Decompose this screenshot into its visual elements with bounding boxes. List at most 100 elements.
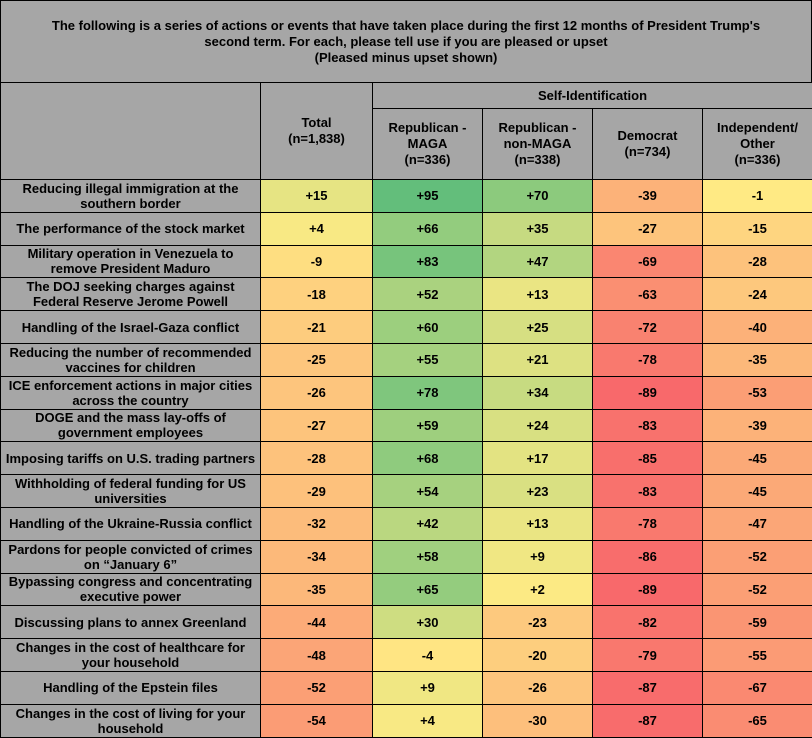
heatmap-cell: -86 [592,539,703,574]
heatmap-cell: -35 [702,342,812,377]
table-row: Pardons for people convicted of crimes o… [0,539,812,574]
heatmap-cell: +78 [372,375,483,410]
heatmap-cell: -28 [702,244,812,279]
heatmap-cell: -67 [702,670,812,705]
heatmap-cell: -21 [260,310,373,344]
heatmap-cell: -54 [260,703,373,738]
heatmap-cell: +70 [482,179,593,213]
heatmap-cell: +52 [372,277,483,312]
heatmap-cell: +24 [482,408,593,443]
heatmap-cell: -29 [260,474,373,508]
heatmap-cell: +21 [482,342,593,377]
table-row: Changes in the cost of healthcare for yo… [0,638,812,672]
column-header-democrat: Democrat (n=734) [592,108,703,180]
heatmap-cell: -25 [260,342,373,377]
heatmap-cell: -39 [702,408,812,443]
heatmap-cell: +2 [482,572,593,607]
heatmap-cell: +60 [372,310,483,344]
table-row: Bypassing congress and concentrating exe… [0,572,812,607]
heatmap-cell: -34 [260,539,373,574]
row-label: Changes in the cost of living for your h… [0,703,261,738]
heatmap-cell: -4 [372,638,483,672]
heatmap-cell: -30 [482,703,593,738]
row-label: Imposing tariffs on U.S. trading partner… [0,441,261,476]
heatmap-cell: -52 [260,670,373,705]
row-label: ICE enforcement actions in major cities … [0,375,261,410]
heatmap-cell: -39 [592,179,703,213]
heatmap-cell: -85 [592,441,703,476]
heatmap-cell: -32 [260,506,373,541]
column-n: (n=734) [624,144,671,159]
table-row: The performance of the stock market +4 +66… [0,211,812,246]
heatmap-cell: +35 [482,211,593,246]
heatmap-cell: +47 [482,244,593,279]
heatmap-cell: -87 [592,703,703,738]
row-label: Reducing illegal immigration at the sout… [0,179,261,213]
heatmap-cell: -89 [592,375,703,410]
heatmap-cell: +59 [372,408,483,443]
row-label: The performance of the stock market [0,211,261,246]
heatmap-cell: -87 [592,670,703,705]
row-label: Handling of the Epstein files [0,670,261,705]
column-n: (n=1,838) [288,131,345,146]
table-row: ICE enforcement actions in major cities … [0,375,812,410]
column-label: Democrat [617,128,678,143]
column-label: Total [301,115,332,130]
column-label: Independent/ Other [717,120,798,151]
heatmap-cell: -47 [702,506,812,541]
heatmap-cell: +9 [482,539,593,574]
heatmap-cell: -26 [260,375,373,410]
heatmap-cell: +30 [372,605,483,640]
corner-cell [0,82,261,180]
title-line-2: second term. For each, please tell use i… [204,33,608,49]
heatmap-cell: -24 [702,277,812,312]
heatmap-cell: -27 [592,211,703,246]
heatmap-cell: -27 [260,408,373,443]
table-title: The following is a series of actions or … [0,0,812,82]
heatmap-cell: +42 [372,506,483,541]
results-table: Total (n=1,838) Self-Identification Repu… [0,82,812,738]
heatmap-cell: +25 [482,310,593,344]
heatmap-cell: -18 [260,277,373,312]
group-header: Self-Identification [372,82,812,109]
table-row: Handling of the Ukraine-Russia conflict -… [0,506,812,541]
title-line-1: The following is a series of actions or … [51,17,761,33]
column-n: (n=336) [734,152,781,167]
table-row: Changes in the cost of living for your h… [0,703,812,738]
row-label: Withholding of federal funding for US un… [0,474,261,508]
column-header-independent: Independent/ Other (n=336) [702,108,812,180]
row-label: Military operation in Venezuela to remov… [0,244,261,279]
heatmap-cell: +4 [372,703,483,738]
heatmap-cell: -78 [592,342,703,377]
row-label: Bypassing congress and concentrating exe… [0,572,261,607]
heatmap-cell: -35 [260,572,373,607]
heatmap-cell: +68 [372,441,483,476]
column-label: Republican - MAGA [388,120,467,151]
title-line-3: (Pleased minus upset shown) [314,49,498,65]
heatmap-cell: -69 [592,244,703,279]
table-row: Withholding of federal funding for US un… [0,474,812,508]
heatmap-cell: -63 [592,277,703,312]
heatmap-cell: -9 [260,244,373,279]
heatmap-cell: -26 [482,670,593,705]
heatmap-cell: -79 [592,638,703,672]
heatmap-cell: +9 [372,670,483,705]
heatmap-cell: -83 [592,408,703,443]
heatmap-cell: -72 [592,310,703,344]
row-label: DOGE and the mass lay-offs of government… [0,408,261,443]
row-label: The DOJ seeking charges against Federal … [0,277,261,312]
heatmap-cell: -53 [702,375,812,410]
heatmap-cell: -59 [702,605,812,640]
table-row: Imposing tariffs on U.S. trading partner… [0,441,812,476]
heatmap-cell: -52 [702,572,812,607]
table-row: Discussing plans to annex Greenland -44 +3… [0,605,812,640]
heatmap-cell: -28 [260,441,373,476]
heatmap-cell: +58 [372,539,483,574]
heatmap-cell: +13 [482,277,593,312]
heatmap-cell: -82 [592,605,703,640]
column-n: (n=338) [514,152,561,167]
heatmap-cell: +17 [482,441,593,476]
heatmap-cell: +15 [260,179,373,213]
heatmap-cell: -52 [702,539,812,574]
row-label: Handling of the Ukraine-Russia conflict [0,506,261,541]
